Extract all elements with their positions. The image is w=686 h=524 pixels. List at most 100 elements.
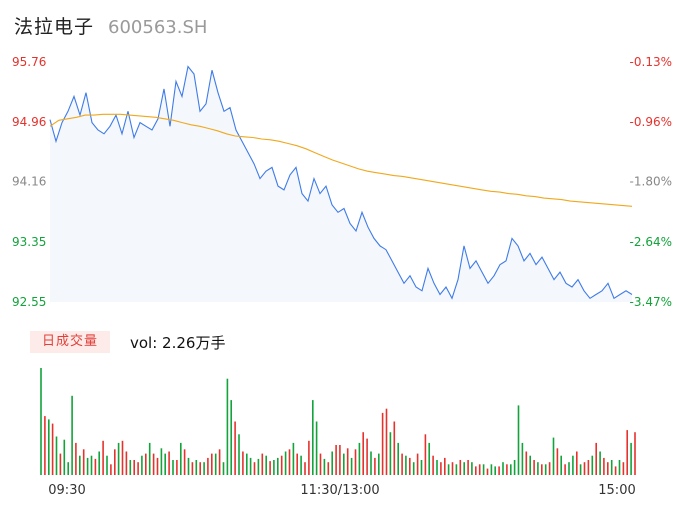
volume-bar [226, 378, 229, 475]
volume-bar [560, 455, 562, 475]
volume-bar [102, 440, 104, 475]
price-line [49, 65, 633, 300]
volume-bar [48, 419, 50, 475]
volume-bar [327, 462, 330, 475]
volume-bar [335, 445, 337, 475]
volume-bar [331, 451, 333, 475]
time-tick-label: 11:30/13:00 [300, 483, 379, 498]
volume-bar [203, 462, 205, 475]
volume-bar [471, 462, 473, 475]
volume-bar [440, 462, 442, 475]
volume-bar [358, 442, 361, 475]
volume-bar [614, 466, 617, 475]
change-tick-label: -2.64% [630, 235, 672, 249]
average-line [49, 113, 633, 207]
volume-bar [339, 445, 341, 475]
volume-bar [537, 462, 539, 475]
volume-bar [568, 462, 570, 475]
volume-bar [191, 462, 194, 475]
volume-bar [436, 460, 438, 475]
volume-bar [176, 460, 178, 475]
volume-bar [389, 432, 392, 475]
volume-bar [603, 457, 605, 475]
volume-bar [444, 457, 446, 475]
volume-bar [106, 455, 108, 475]
volume-bar [110, 464, 112, 475]
volume-bar [187, 457, 190, 475]
volume-bar [280, 455, 283, 475]
volume-bar [304, 462, 306, 475]
volume-bar [222, 462, 225, 475]
volume-bar [362, 432, 364, 475]
volume-bar [312, 400, 314, 475]
volume-bar [129, 460, 132, 475]
volume-bar [618, 460, 621, 475]
volume-bar [587, 460, 590, 475]
volume-bar [630, 442, 632, 475]
volume-bar [133, 460, 135, 475]
price-tick-labels: 95.76 94.96 94.16 93.35 92.55 [12, 55, 46, 309]
volume-bar [595, 442, 597, 475]
volume-bar [447, 464, 450, 475]
volume-bar [125, 451, 128, 475]
volume-label: vol: 2.26万手 [130, 334, 226, 352]
volume-bar [292, 442, 295, 475]
volume-bar [599, 451, 601, 475]
volume-bar [172, 460, 174, 475]
volume-bar [234, 421, 236, 475]
volume-bar [249, 457, 252, 475]
volume-bar [486, 468, 489, 475]
volume-bar [79, 455, 81, 475]
price-tick-label: 94.16 [12, 175, 46, 189]
volume-bar [498, 466, 500, 475]
volume-bar [556, 448, 559, 476]
volume-bar [451, 462, 454, 475]
volume-bar [315, 421, 318, 475]
volume-bar [296, 453, 298, 475]
volume-bar [164, 453, 166, 475]
volume-bar [634, 432, 636, 475]
volume-bar [160, 448, 163, 476]
volume-bar [168, 451, 170, 475]
volume-bar [82, 449, 85, 475]
volume-bar [463, 462, 465, 475]
volume-bar [346, 448, 349, 476]
volume-bar [141, 455, 143, 475]
volume-bar [409, 457, 411, 475]
volume-bar [381, 412, 384, 475]
volume-bar [323, 458, 326, 475]
volume-bar [490, 464, 493, 475]
volume-bar [506, 464, 508, 475]
time-tick-label: 15:00 [598, 483, 635, 498]
volume-bar [75, 442, 77, 475]
volume-bar [591, 455, 594, 475]
volume-bar [230, 400, 232, 475]
volume-bar [548, 462, 551, 475]
volume-bar [572, 455, 574, 475]
volume-bar [180, 442, 182, 475]
volume-bar [51, 423, 54, 475]
volume-bar [269, 461, 271, 475]
volume-bar [374, 457, 376, 475]
volume-bar [541, 464, 543, 475]
volume-bar [218, 449, 221, 475]
volume-bar [152, 453, 155, 475]
volume-bar [137, 462, 139, 475]
volume-bar [265, 455, 267, 475]
volume-bar [401, 453, 403, 475]
volume-bar [343, 453, 345, 475]
volume-bar [564, 464, 566, 475]
volume-bar [246, 453, 248, 475]
volume-bar [354, 449, 357, 475]
volume-bar [517, 405, 520, 475]
price-tick-label: 95.76 [12, 55, 46, 69]
volume-bar [350, 457, 353, 475]
volume-bar [199, 462, 201, 475]
volume-bar [214, 453, 217, 475]
volume-bar [533, 460, 535, 475]
stock-header: 法拉电子 600563.SH [14, 12, 207, 40]
volume-bar [393, 421, 396, 475]
volume-bar [521, 442, 524, 475]
volume-tag[interactable]: 日成交量 [30, 331, 110, 353]
